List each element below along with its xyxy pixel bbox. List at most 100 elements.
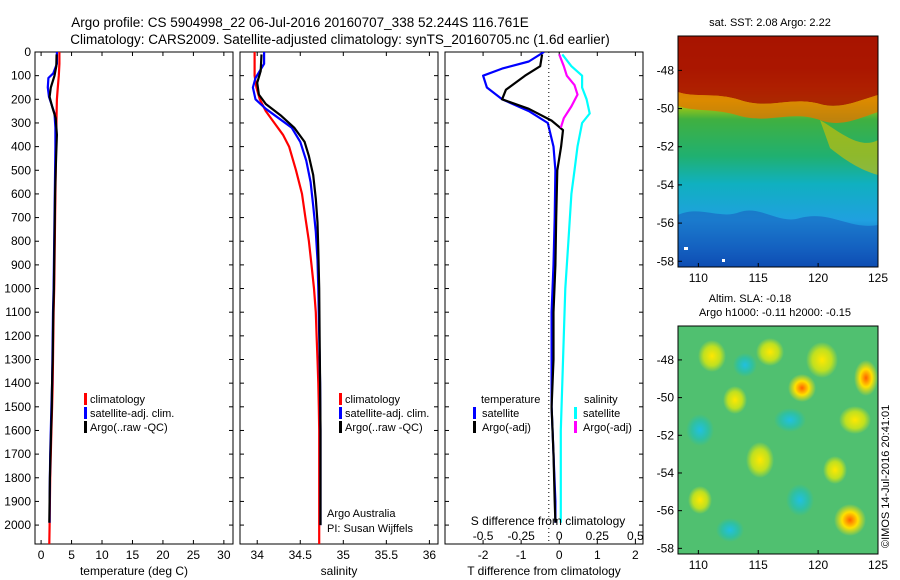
depth-tick-label: 1600: [4, 423, 31, 437]
x2-tick-label: 0: [556, 529, 563, 543]
lon-tick-label: 125: [868, 271, 888, 285]
legend-swatch-argo: [339, 421, 342, 433]
x2-tick-label: -0.5: [473, 529, 494, 543]
sla-patch: [823, 456, 847, 484]
series-line-temperature-satellite: [482, 52, 557, 523]
sst-cold-patch: [678, 210, 878, 267]
x-tick-label: 35.5: [375, 548, 399, 562]
depth-tick-label: 100: [11, 69, 31, 83]
depth-tick-label: 700: [11, 211, 31, 225]
x2-tick-label: -0.25: [507, 529, 535, 543]
depth-tick-label: 500: [11, 163, 31, 177]
sla-heatmap: [678, 326, 878, 554]
series-line-salinity-argo-adj: [558, 54, 579, 129]
difference-plot-frame: [444, 51, 644, 545]
series-line-argo-raw-qc: [48, 54, 59, 523]
difference-xlabel: T difference from climatology: [467, 564, 621, 578]
x-tick-label: 34: [251, 548, 265, 562]
x-tick-label: -2: [478, 548, 489, 562]
lat-tick-label: -48: [657, 63, 675, 77]
depth-tick-label: 1900: [4, 494, 31, 508]
legend-group-salinity: salinity: [584, 394, 618, 406]
sst-map-ticks: 110 115 120 125 -48 -50 -52 -54 -56 -58: [657, 63, 889, 285]
depth-tick-label: 300: [11, 116, 31, 130]
lat-tick-label: -50: [657, 391, 675, 405]
depth-tick-label: 600: [11, 187, 31, 201]
sla-patch: [839, 406, 871, 434]
sla-patch: [834, 504, 866, 536]
depth-tick-label: 1000: [4, 282, 31, 296]
sla-patch: [806, 342, 838, 378]
depth-tick-label: 2000: [4, 518, 31, 532]
depth-tick-label: 0: [24, 45, 31, 59]
x-tick-label: 15: [126, 548, 140, 562]
sla-patch: [786, 484, 814, 516]
legend-swatch-climatology: [339, 393, 342, 405]
depth-tick-label: 900: [11, 258, 31, 272]
sla-patch: [854, 360, 878, 396]
legend-label-sal-satellite: satellite: [583, 408, 620, 420]
legend-swatch-satellite: [84, 407, 87, 419]
depth-tick-label: 1700: [4, 447, 31, 461]
sla-map-title-line1: Altim. SLA: -0.18: [709, 293, 792, 305]
lon-tick-label: 110: [689, 558, 708, 572]
lat-tick-label: -58: [657, 541, 675, 555]
figure-title-line1: Argo profile: CS 5904998_22 06-Jul-2016 …: [71, 15, 529, 30]
x-tick-label: 2: [632, 548, 639, 562]
sla-patch: [686, 414, 714, 446]
lon-tick-label: 120: [808, 558, 828, 572]
legend-swatch-sal-satellite: [574, 407, 577, 419]
temperature-series: [46, 52, 61, 544]
legend-swatch-temp-argo: [473, 421, 476, 433]
x2-tick-label: 0.25: [586, 529, 610, 543]
sst-map-title: sat. SST: 2.08 Argo: 2.22: [709, 17, 831, 29]
x-tick-label: 36: [423, 548, 437, 562]
sla-patch: [746, 442, 774, 478]
difference-series: [482, 52, 591, 523]
lat-tick-label: -50: [657, 102, 675, 116]
temperature-plot-frame: [34, 51, 234, 545]
sla-patch: [756, 338, 784, 366]
x-tick-label: 25: [187, 548, 201, 562]
sst-yellow-tongue: [820, 120, 878, 175]
depth-tick-label: 1100: [5, 305, 31, 319]
legend-swatch-climatology: [84, 393, 87, 405]
lat-tick-label: -58: [657, 254, 675, 268]
legend-swatch-temp-satellite: [473, 407, 476, 419]
legend-label-temp-satellite: satellite: [482, 408, 519, 420]
legend-swatch-satellite: [339, 407, 342, 419]
x2-tick-label: 0.5: [627, 529, 644, 543]
legend-label-argo: Argo(..raw -QC): [90, 422, 168, 434]
x-tick-label: 35: [337, 548, 351, 562]
legend-swatch-sal-argo: [574, 421, 577, 433]
salinity-series: [251, 52, 322, 544]
lon-tick-label: 115: [749, 271, 768, 285]
sla-patch: [733, 353, 757, 377]
sla-patch: [688, 486, 712, 514]
x-tick-label: 0: [556, 548, 563, 562]
temperature-xlabel: temperature (deg C): [80, 564, 188, 578]
legend-label-satellite: satellite-adj. clim.: [345, 408, 429, 420]
x-tick-label: 34.5: [289, 548, 313, 562]
legend-group-temperature: temperature: [481, 394, 540, 406]
legend-swatch-argo: [84, 421, 87, 433]
sst-heatmap: [678, 36, 878, 267]
legend-label-climatology: climatology: [90, 394, 146, 406]
lat-tick-label: -48: [657, 353, 675, 367]
depth-tick-label: 1200: [4, 329, 31, 343]
salinity-plot-frame: [239, 51, 439, 545]
sst-map-frame: [677, 35, 879, 268]
x-tick-label: 30: [217, 548, 231, 562]
sla-patch: [774, 408, 806, 432]
legend-label-argo: Argo(..raw -QC): [345, 422, 423, 434]
temperature-legend: climatology satellite-adj. clim. Argo(..…: [84, 393, 174, 434]
difference-x2label: S difference from climatology: [471, 514, 626, 528]
x-tick-label: 20: [156, 548, 170, 562]
legend-label-sal-argo: Argo(-adj): [583, 422, 632, 434]
lat-tick-label: -52: [657, 140, 675, 154]
lat-tick-label: -52: [657, 428, 675, 442]
sla-map-title-line2: Argo h1000: -0.11 h2000: -0.15: [699, 307, 851, 319]
lon-tick-label: 120: [808, 271, 828, 285]
depth-tick-label: 1400: [4, 376, 31, 390]
depth-tick-labels: 0 100 200 300 400 500 600 700 800 900 1000 1100 1200…: [4, 45, 31, 532]
